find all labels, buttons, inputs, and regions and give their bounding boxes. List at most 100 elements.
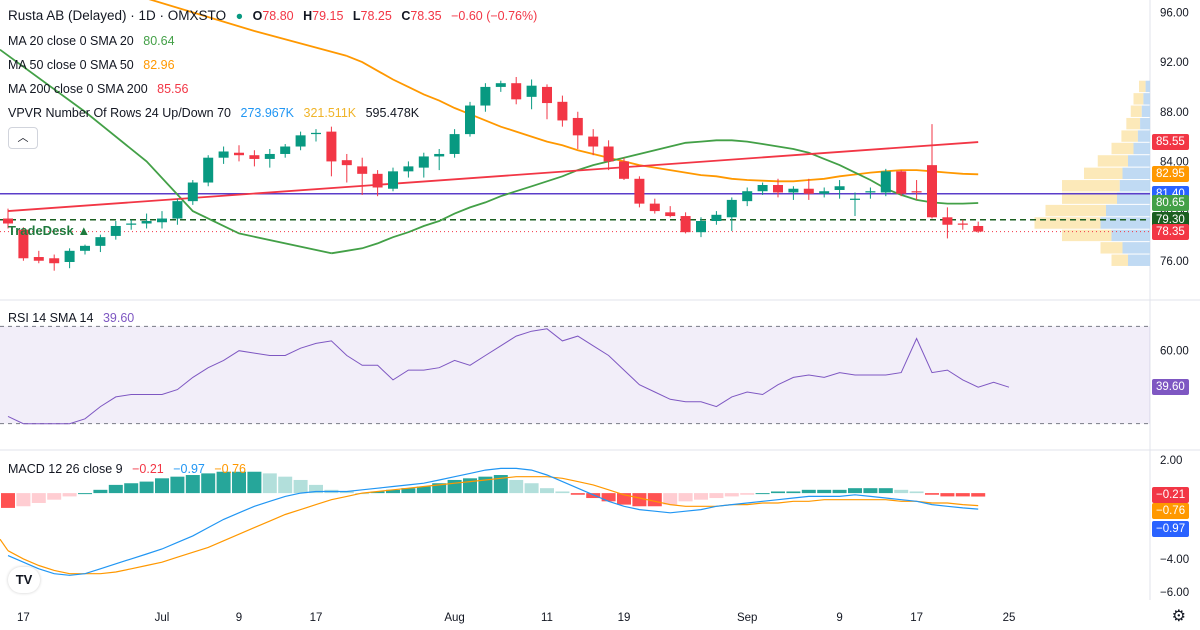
time-tick-label: 9 <box>236 612 242 624</box>
gear-icon[interactable]: ⚙ <box>1171 608 1186 625</box>
macd-hist-bar <box>940 493 955 497</box>
collapse-legend-button[interactable]: ︿ <box>8 127 38 149</box>
candle-body <box>511 83 522 100</box>
price-tick-label: 88.00 <box>1160 107 1189 119</box>
macd-label: MACD 12 26 close 9 <box>8 462 123 476</box>
logo-text: TV <box>15 572 33 587</box>
macd-hist-bar <box>524 483 539 494</box>
macd-hist-bar <box>863 488 878 494</box>
candle-body <box>880 171 891 193</box>
ma20-line-early <box>0 48 332 255</box>
candle-body <box>372 173 383 188</box>
candle-body <box>80 245 90 251</box>
macd-hist-bar <box>740 493 755 495</box>
rsi-value: 39.60 <box>102 311 135 325</box>
candle-body <box>788 188 799 193</box>
ma50-legend[interactable]: MA 50 close 0 SMA 50 82.96 <box>8 57 181 73</box>
time-tick-label: Jul <box>155 612 170 624</box>
candle-body <box>33 257 44 261</box>
macd-hist-bar <box>386 489 400 494</box>
candle-body <box>834 186 845 190</box>
candle-body <box>418 156 429 168</box>
tradingview-logo[interactable]: TV <box>8 567 40 593</box>
vpvr-bar-up <box>1141 105 1150 117</box>
candle-body <box>665 212 676 217</box>
candle-body <box>465 105 475 135</box>
macd-hist-bar <box>339 491 354 494</box>
macd-hist-bar <box>139 481 154 494</box>
macd-signal-early <box>0 538 9 552</box>
macd-tag: −0.21 <box>1152 487 1190 503</box>
vpvr-bar-down <box>1100 242 1123 254</box>
macd-hist-bar <box>232 471 246 494</box>
candle-body <box>911 191 922 193</box>
macd-hist-bar <box>278 476 293 494</box>
candle-body <box>326 131 337 162</box>
rsi-band <box>0 326 1150 424</box>
candle-body <box>95 237 106 246</box>
vpvr-bar-up <box>1100 217 1150 229</box>
macd-hist-bar <box>31 493 46 503</box>
macd-tag: −0.76 <box>1152 503 1190 519</box>
price-tag: 82.95 <box>1152 166 1189 183</box>
macd-hist-bar <box>755 493 770 495</box>
candle-body <box>865 191 876 193</box>
candle-body <box>234 152 244 156</box>
ma200-legend[interactable]: MA 200 close 0 SMA 200 85.56 <box>8 81 194 97</box>
vpvr-bar-down <box>1084 167 1123 180</box>
time-tick-label: 11 <box>541 612 553 624</box>
time-tick-label: 19 <box>618 612 631 624</box>
vpvr-bar-up <box>1143 93 1150 105</box>
price-tick-label: 84.00 <box>1160 156 1189 168</box>
vpvr-legend[interactable]: VPVR Number Of Rows 24 Up/Down 70 273.96… <box>8 105 425 121</box>
time-tick-label: 17 <box>310 612 323 624</box>
ma200-value: 85.56 <box>157 82 189 96</box>
vpvr-bar-up <box>1122 242 1150 254</box>
vpvr-bar-up <box>1122 167 1150 180</box>
candle-body <box>280 146 291 154</box>
candle-body <box>434 153 445 157</box>
macd-hist-bar <box>955 493 970 497</box>
macd-hist-bar <box>786 491 801 494</box>
macd-line-value: −0.97 <box>173 462 205 476</box>
macd-hist-bar <box>909 491 924 494</box>
macd-hist-bar <box>62 493 77 497</box>
candle-body <box>187 182 198 202</box>
macd-hist-bar <box>586 493 601 499</box>
rsi-legend[interactable]: RSI 14 SMA 14 39.60 <box>8 310 140 326</box>
vpvr-bar-down <box>1121 130 1138 142</box>
vpvr-bar-up <box>1106 204 1150 217</box>
vpvr-bar-up <box>1140 117 1150 130</box>
vpvr-bar-up <box>1128 254 1150 266</box>
vpvr-bar-up <box>1111 229 1150 242</box>
macd-hist-value: −0.21 <box>132 462 164 476</box>
vpvr-bar-up <box>1145 80 1150 93</box>
ma20-value: 80.64 <box>143 34 175 48</box>
macd-hist-bar <box>694 493 708 500</box>
macd-line <box>7 467 979 576</box>
candle-body <box>819 191 830 194</box>
vpvr-bar-down <box>1062 192 1117 204</box>
price-tick-label: 76.00 <box>1160 256 1189 268</box>
macd-hist-bar <box>663 493 678 505</box>
vpvr-label: VPVR Number Of Rows 24 Up/Down 70 <box>8 106 232 120</box>
ma50-line-early <box>148 0 348 57</box>
macd-legend[interactable]: MACD 12 26 close 9 −0.21 −0.97 −0.76 <box>8 461 252 477</box>
vpvr-bar-up <box>1117 192 1150 204</box>
candle-body <box>896 171 907 194</box>
candle-body <box>264 153 275 159</box>
macd-tick-label: −6.00 <box>1160 587 1189 599</box>
ma20-label: MA 20 close 0 SMA 20 <box>8 34 134 48</box>
candle-body <box>388 171 398 189</box>
vpvr-bar-down <box>1062 229 1112 242</box>
candle-body <box>588 136 599 147</box>
time-tick-label: Aug <box>444 612 464 624</box>
vpvr-bar-down <box>1133 93 1144 105</box>
macd-tag: −0.97 <box>1152 521 1190 537</box>
candle-body <box>311 132 321 135</box>
ma20-legend[interactable]: MA 20 close 0 SMA 20 80.64 <box>8 33 181 49</box>
macd-signal-value: −0.76 <box>214 462 247 476</box>
macd-hist-bar <box>16 493 31 507</box>
macd-hist-bar <box>509 479 524 494</box>
